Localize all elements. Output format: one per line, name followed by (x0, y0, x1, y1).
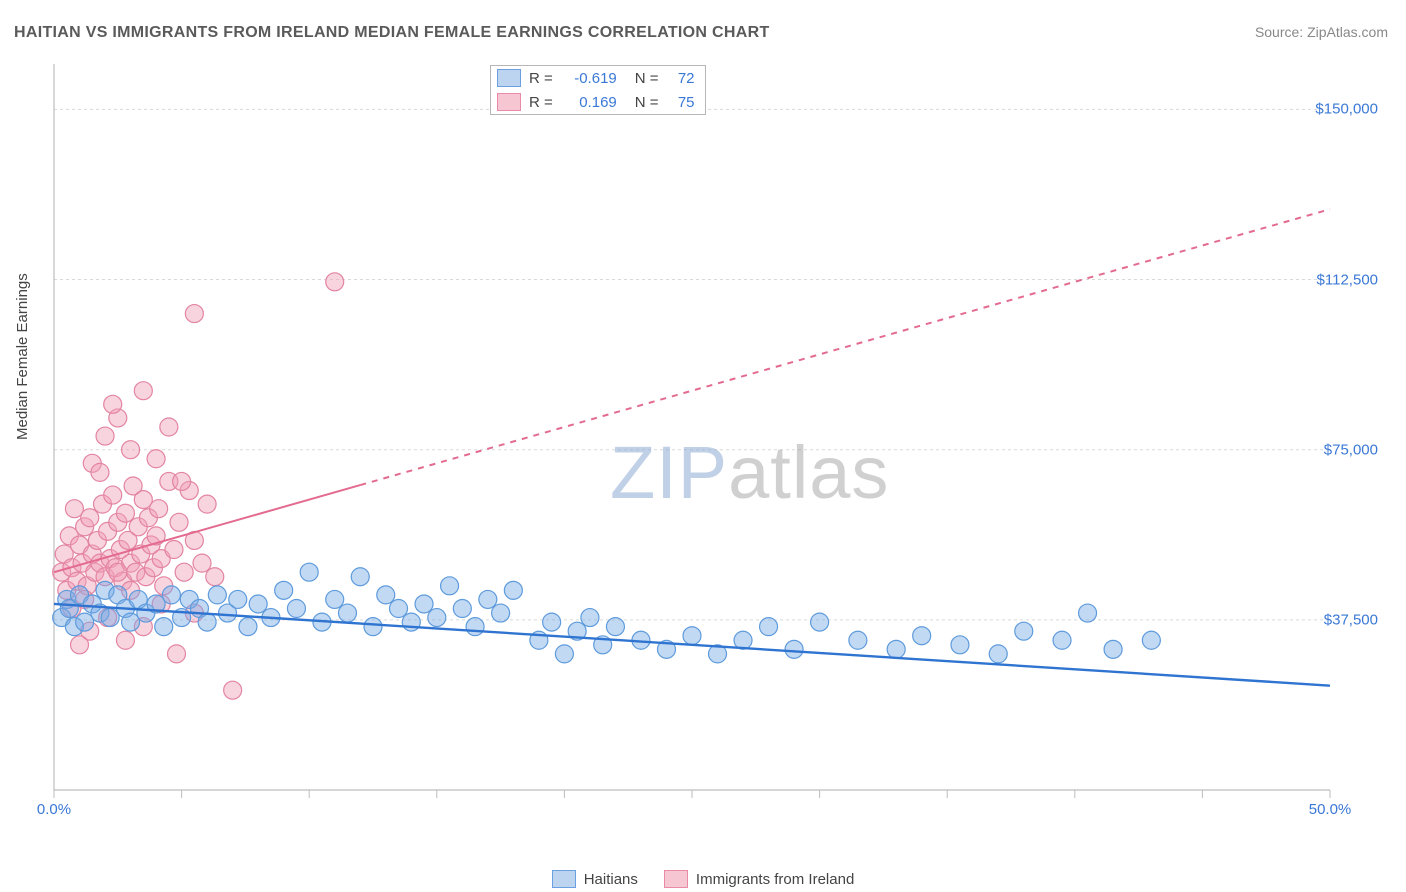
y-tick-label: $37,500 (1324, 611, 1378, 628)
source-label: Source: ZipAtlas.com (1255, 24, 1388, 40)
r-value: -0.619 (561, 70, 617, 87)
legend-bottom: Haitians Immigrants from Ireland (0, 870, 1406, 888)
y-tick-label: $75,000 (1324, 441, 1378, 458)
n-value: 72 (667, 70, 695, 87)
y-axis-label: Median Female Earnings (14, 273, 31, 440)
chart-svg (50, 60, 1390, 830)
swatch-ireland (664, 870, 688, 888)
stats-row-haitians: R = -0.619 N = 72 (491, 66, 705, 90)
legend-item-ireland: Immigrants from Ireland (664, 870, 854, 888)
n-label: N = (635, 70, 659, 87)
y-tick-label: $150,000 (1315, 101, 1378, 118)
n-label: N = (635, 94, 659, 111)
stats-row-ireland: R = 0.169 N = 75 (491, 90, 705, 114)
n-value: 75 (667, 94, 695, 111)
legend-item-haitians: Haitians (552, 870, 638, 888)
chart-plot-area: ZIPatlas $37,500$75,000$112,500$150,0000… (50, 60, 1390, 830)
stats-legend-box: R = -0.619 N = 72 R = 0.169 N = 75 (490, 65, 706, 115)
r-label: R = (529, 70, 553, 87)
swatch-haitians (497, 69, 521, 87)
chart-title: HAITIAN VS IMMIGRANTS FROM IRELAND MEDIA… (14, 24, 770, 42)
source-link[interactable]: ZipAtlas.com (1307, 24, 1388, 40)
swatch-ireland (497, 93, 521, 111)
r-label: R = (529, 94, 553, 111)
r-value: 0.169 (561, 94, 617, 111)
legend-label: Immigrants from Ireland (696, 871, 854, 888)
x-tick-label: 0.0% (37, 801, 71, 818)
legend-label: Haitians (584, 871, 638, 888)
source-prefix: Source: (1255, 24, 1307, 40)
swatch-haitians (552, 870, 576, 888)
x-tick-label: 50.0% (1309, 801, 1352, 818)
y-tick-label: $112,500 (1317, 271, 1378, 288)
